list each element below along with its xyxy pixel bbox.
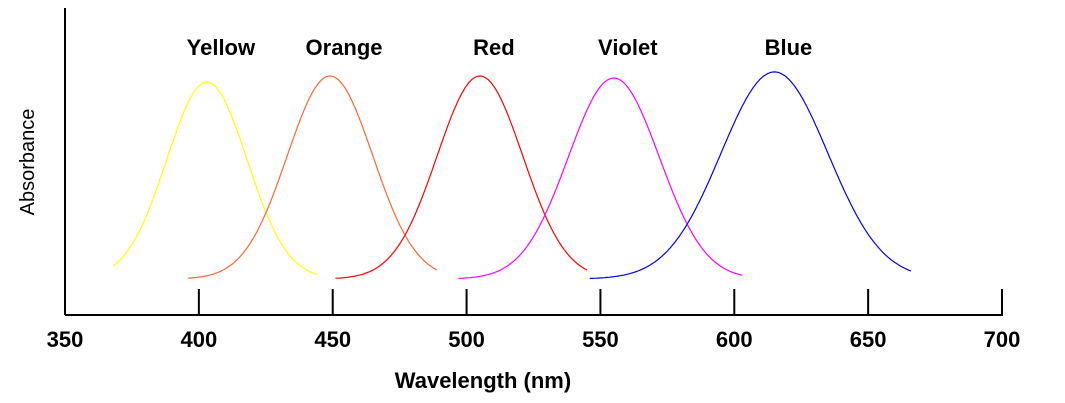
series-blue-curve: [589, 71, 912, 280]
x-tick-label-350: 350: [47, 327, 84, 352]
x-tick-label-500: 500: [448, 327, 485, 352]
series-yellow-curve: [112, 81, 317, 275]
x-axis-title: Wavelength (nm): [395, 368, 571, 393]
x-tick-label-450: 450: [314, 327, 351, 352]
series-label-yellow: Yellow: [187, 35, 256, 60]
x-tick-label-650: 650: [850, 327, 887, 352]
series-label-orange: Orange: [306, 35, 383, 60]
y-axis-title: Absorbance: [17, 109, 39, 216]
x-tick-label-700: 700: [984, 327, 1021, 352]
series-orange-curve: [188, 75, 438, 279]
x-tick-label-400: 400: [180, 327, 217, 352]
x-tick-label-550: 550: [582, 327, 619, 352]
x-tick-label-600: 600: [716, 327, 753, 352]
series-red-curve: [335, 75, 588, 279]
series-label-blue: Blue: [765, 35, 813, 60]
series-label-red: Red: [473, 35, 515, 60]
series-label-violet: Violet: [598, 35, 658, 60]
series-violet-curve: [458, 77, 743, 279]
